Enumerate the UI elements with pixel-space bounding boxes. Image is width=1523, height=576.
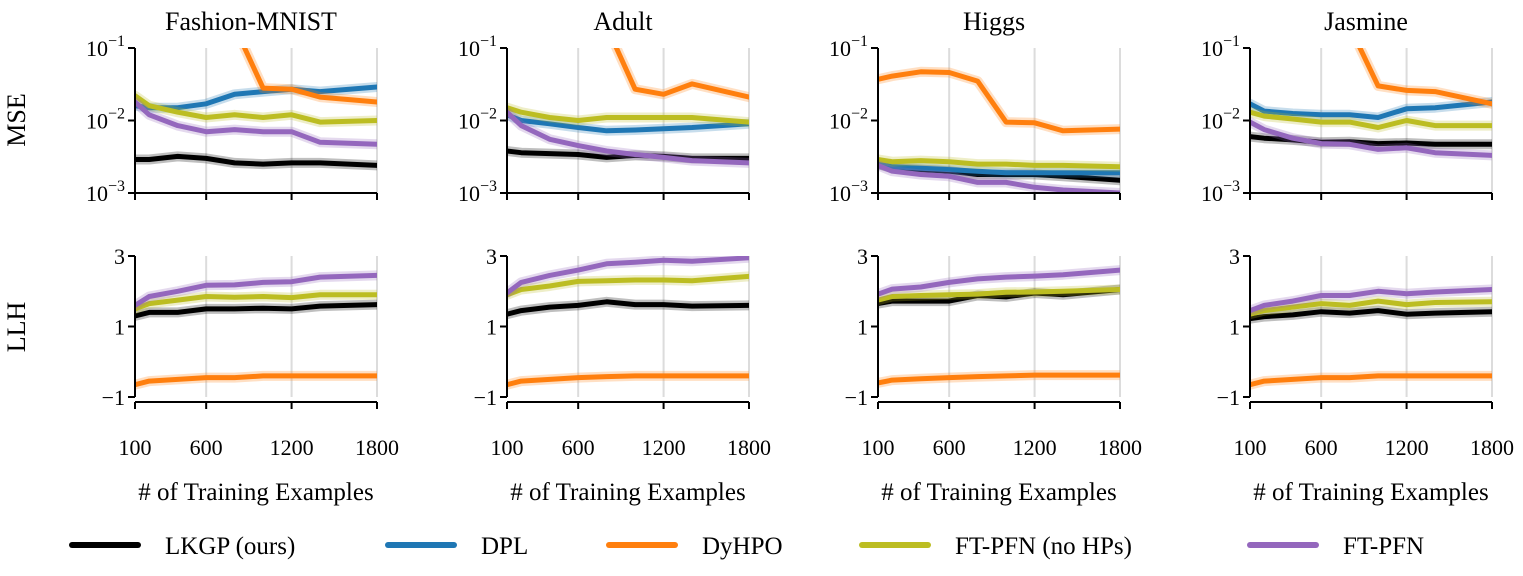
legend-label-dyhpo: DyHPO [702, 533, 783, 560]
series-group-adult-llh [507, 256, 749, 390]
xtick-label-higgs-100: 100 [862, 435, 895, 460]
xtick-label-fashion-mnist-1800: 1800 [355, 435, 399, 460]
ytick-label-higgs-mse-0: 10−1 [829, 33, 868, 61]
series-group-jasmine-mse [1250, 48, 1492, 161]
title-higgs: Higgs [963, 7, 1025, 36]
line-fashion-mnist-mse-lkgp-ours [135, 153, 377, 168]
line-adult-mse-ft-pfn [507, 109, 749, 166]
line-jasmine-llh-ft-pfn [1250, 287, 1492, 314]
series-group-fashion-mnist-mse [135, 48, 377, 171]
band-jasmine-mse-dyhpo [1354, 48, 1492, 109]
xtick-label-jasmine-100: 100 [1234, 435, 1267, 460]
ytick-label-fashion-mnist-llh-0: 3 [114, 244, 125, 269]
line-jasmine-mse-dpl [1250, 99, 1492, 120]
series-group-fashion-mnist-llh [135, 270, 377, 390]
xtick-label-fashion-mnist-100: 100 [119, 435, 152, 460]
ytick-label-higgs-llh-0: 3 [857, 244, 868, 269]
line-fashion-mnist-llh-dyhpo [135, 373, 377, 388]
xlabel-jasmine: # of Training Examples [1253, 479, 1488, 506]
ytick-label-adult-mse-2: 10−3 [458, 178, 497, 206]
ytick-label-higgs-mse-1: 10−2 [829, 106, 868, 134]
ytick-label-fashion-mnist-mse-1: 10−2 [86, 106, 125, 134]
ylabel-llh: LLH [2, 302, 31, 353]
legend-label-lkgp-ours: LKGP (ours) [165, 533, 295, 560]
xtick-label-fashion-mnist-1200: 1200 [270, 435, 314, 460]
ytick-label-adult-llh-1: 1 [486, 315, 497, 340]
ytick-label-adult-mse-0: 10−1 [458, 33, 497, 61]
series-group-jasmine-llh [1250, 284, 1492, 390]
line-fashion-mnist-llh-ft-pfn [135, 272, 377, 308]
ytick-label-fashion-mnist-mse-2: 10−3 [86, 178, 125, 206]
xtick-label-jasmine-600: 600 [1305, 435, 1338, 460]
ytick-label-jasmine-mse-0: 10−1 [1201, 33, 1240, 61]
line-adult-mse-dyhpo [613, 48, 749, 100]
line-jasmine-llh-dyhpo [1250, 373, 1492, 388]
line-jasmine-llh-ft-pfn-no-hps [1250, 298, 1492, 317]
xtick-label-adult-1800: 1800 [727, 435, 771, 460]
line-higgs-mse-dpl [878, 161, 1120, 176]
ytick-label-adult-llh-0: 3 [486, 244, 497, 269]
line-jasmine-mse-lkgp-ours [1250, 134, 1492, 147]
band-higgs-mse-dyhpo [878, 66, 1120, 136]
line-adult-llh-dyhpo [507, 373, 749, 388]
ytick-label-jasmine-mse-1: 10−2 [1201, 106, 1240, 134]
ytick-label-jasmine-llh-2: −1 [1217, 385, 1240, 410]
ytick-label-fashion-mnist-llh-1: 1 [114, 315, 125, 340]
xlabel-fashion-mnist: # of Training Examples [138, 479, 373, 506]
series-group-adult-mse [507, 48, 749, 168]
line-adult-llh-ft-pfn [507, 256, 749, 296]
line-higgs-mse-ft-pfn-no-hps [878, 157, 1120, 170]
ytick-label-jasmine-llh-1: 1 [1229, 315, 1240, 340]
ytick-label-higgs-llh-2: −1 [845, 385, 868, 410]
xtick-label-jasmine-1800: 1800 [1470, 435, 1514, 460]
line-fashion-mnist-mse-dyhpo [241, 48, 377, 105]
line-higgs-llh-dyhpo [878, 372, 1120, 386]
line-jasmine-mse-ft-pfn-no-hps [1250, 109, 1492, 130]
ylabel-mse: MSE [2, 93, 31, 146]
line-fashion-mnist-mse-ft-pfn-no-hps [135, 93, 377, 125]
ytick-label-higgs-mse-2: 10−3 [829, 178, 868, 206]
line-higgs-llh-ft-pfn [878, 267, 1120, 297]
line-higgs-mse-ft-pfn [878, 162, 1120, 193]
ytick-label-adult-mse-1: 10−2 [458, 106, 497, 134]
xtick-label-higgs-600: 600 [933, 435, 966, 460]
xtick-label-jasmine-1200: 1200 [1385, 435, 1429, 460]
title-jasmine: Jasmine [1324, 7, 1408, 36]
line-jasmine-mse-dyhpo [1357, 48, 1492, 107]
line-jasmine-llh-lkgp-ours [1250, 308, 1492, 322]
line-higgs-llh-ft-pfn-no-hps [878, 287, 1120, 303]
xlabel-higgs: # of Training Examples [881, 479, 1116, 506]
xtick-label-adult-600: 600 [562, 435, 595, 460]
ytick-label-fashion-mnist-mse-0: 10−1 [86, 33, 125, 61]
ytick-label-higgs-llh-1: 1 [857, 315, 868, 340]
line-adult-mse-dpl [507, 112, 749, 134]
line-fashion-mnist-mse-ft-pfn [135, 99, 377, 147]
line-adult-llh-ft-pfn-no-hps [507, 273, 749, 298]
xtick-label-adult-1200: 1200 [642, 435, 686, 460]
legend-label-ft-pfn: FT-PFN [1343, 533, 1424, 560]
xtick-label-fashion-mnist-600: 600 [190, 435, 223, 460]
ytick-label-jasmine-mse-2: 10−3 [1201, 178, 1240, 206]
ytick-label-fashion-mnist-llh-2: −1 [102, 385, 125, 410]
title-fashion-mnist: Fashion-MNIST [165, 7, 337, 36]
ytick-label-jasmine-llh-0: 3 [1229, 244, 1240, 269]
xtick-label-higgs-1800: 1800 [1098, 435, 1142, 460]
line-jasmine-mse-ft-pfn [1250, 119, 1492, 158]
ytick-label-adult-llh-2: −1 [474, 385, 497, 410]
xtick-label-adult-100: 100 [491, 435, 524, 460]
xlabel-adult: # of Training Examples [510, 479, 745, 506]
line-fashion-mnist-llh-lkgp-ours [135, 302, 377, 319]
line-fashion-mnist-llh-ft-pfn-no-hps [135, 292, 377, 312]
xtick-label-higgs-1200: 1200 [1013, 435, 1057, 460]
series-group-higgs-mse [878, 66, 1120, 193]
legend-label-ft-pfn-no-hps: FT-PFN (no HPs) [955, 533, 1132, 560]
line-adult-mse-ft-pfn-no-hps [507, 105, 749, 125]
title-adult: Adult [593, 7, 653, 36]
line-adult-llh-lkgp-ours [507, 299, 749, 317]
legend-label-dpl: DPL [481, 533, 528, 560]
line-higgs-mse-dyhpo [878, 69, 1120, 134]
series-group-higgs-llh [878, 265, 1120, 388]
